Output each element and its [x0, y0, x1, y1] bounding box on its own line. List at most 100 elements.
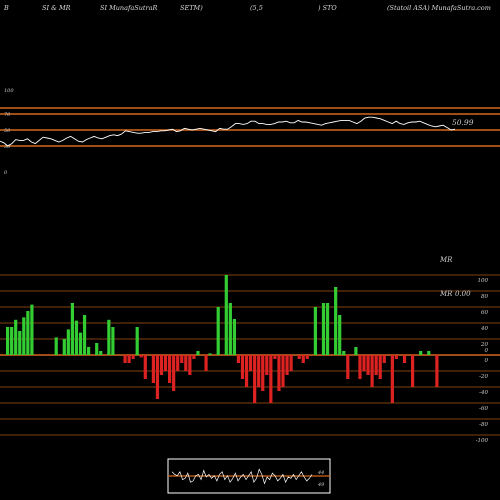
- mr-bar-negative: [180, 355, 184, 363]
- mr-bar-positive: [10, 327, 14, 355]
- mr-bar-negative: [244, 355, 249, 387]
- mini-y-tick-label: 44: [317, 470, 324, 476]
- mr-bar-positive: [14, 319, 18, 355]
- rsi-series-line: [0, 116, 456, 147]
- mr-bar-positive: [342, 351, 346, 355]
- mr-bar-positive: [224, 275, 228, 355]
- mr-bar-positive: [313, 307, 317, 355]
- mr-bar-negative: [163, 355, 168, 371]
- mr-bar-positive: [334, 287, 338, 355]
- mr-y-tick-label: -100: [476, 438, 489, 444]
- mr-bar-negative: [285, 355, 289, 375]
- mr-bar-positive: [54, 337, 58, 355]
- mr-bar-negative: [394, 355, 398, 359]
- mr-bar-negative: [249, 355, 253, 371]
- mr-y-tick-label: -60: [479, 406, 488, 412]
- mr-bar-negative: [362, 355, 366, 371]
- mr-bar-negative: [358, 355, 362, 379]
- mr-bar-positive: [107, 319, 111, 355]
- mr-bar-negative: [301, 355, 305, 363]
- mr-bar-positive: [82, 315, 87, 355]
- mr-bar-negative: [374, 355, 378, 375]
- rsi-y-tick-label: 50: [4, 128, 11, 134]
- mr-title: MR: [439, 256, 453, 264]
- header-b: B: [4, 4, 9, 12]
- mr-bar-negative: [159, 355, 164, 375]
- mr-bar-positive: [18, 331, 22, 355]
- header-site: SI MunafaSutraR: [100, 4, 158, 12]
- mr-bar-negative: [236, 355, 241, 363]
- mr-bar-negative: [155, 355, 160, 399]
- mr-bar-positive: [6, 327, 10, 355]
- mr-bar-negative: [281, 355, 285, 387]
- mr-side-label: MR: [439, 290, 453, 298]
- mr-bar-negative: [289, 355, 293, 371]
- mr-bar-negative: [172, 355, 176, 391]
- mini-series-line: [171, 468, 313, 485]
- mr-bar-negative: [390, 355, 394, 403]
- mr-bar-negative: [143, 355, 147, 379]
- mr-bar-positive: [232, 319, 236, 355]
- mini-y-tick-label: 49: [317, 482, 325, 488]
- mr-bar-negative: [204, 355, 208, 371]
- mr-y-tick-label: -20: [479, 374, 488, 380]
- mr-bar-negative: [253, 355, 257, 403]
- mr-y-tick-label: -40: [479, 390, 488, 396]
- rsi-y-tick-label: 100: [4, 88, 14, 94]
- mr-bar-positive: [338, 315, 342, 355]
- mr-bar-negative: [411, 355, 415, 387]
- rsi-y-tick-label: 0: [4, 170, 8, 176]
- mr-y-tick-label: 0: [485, 348, 489, 354]
- mr-bar-positive: [354, 347, 358, 355]
- mr-bar-negative: [240, 355, 245, 379]
- mr-bar-positive: [135, 327, 139, 355]
- mr-y-tick-label: 60: [481, 310, 488, 316]
- mr-bar-positive: [111, 327, 115, 355]
- mr-bar-positive: [22, 317, 26, 355]
- mr-last-value-label: 0.00: [455, 290, 471, 298]
- header-symbol: ) STO: [318, 4, 337, 12]
- mr-bar-negative: [269, 355, 273, 403]
- mr-bar-negative: [127, 355, 131, 363]
- mr-bar-negative: [176, 355, 180, 371]
- mr-bar-positive: [62, 339, 66, 355]
- mr-y-tick-label: -80: [479, 422, 488, 428]
- rsi-last-value-label: 50.99: [452, 118, 474, 127]
- mr-bar-positive: [70, 303, 74, 355]
- mr-bar-positive: [419, 351, 423, 355]
- mr-bar-positive: [216, 307, 220, 355]
- mr-y-tick-label: 40: [480, 326, 488, 332]
- mr-bar-negative: [261, 355, 265, 391]
- mr-bar-negative: [265, 355, 269, 375]
- mr-y-tick-label: 100: [478, 278, 489, 284]
- mr-bar-positive: [196, 351, 200, 355]
- header-param: (5,5: [250, 4, 263, 12]
- mr-bar-negative: [382, 355, 386, 363]
- mr-bar-negative: [435, 355, 439, 387]
- mr-bar-negative: [402, 355, 407, 363]
- mr-bar-negative: [277, 355, 281, 391]
- mr-bar-positive: [208, 353, 212, 355]
- header-setm: SETM): [180, 4, 203, 12]
- mr-bar-positive: [228, 303, 232, 355]
- mr-bar-negative: [188, 355, 192, 375]
- rsi-y-tick-label: 70: [4, 112, 11, 118]
- mr-y-tick-label: 20: [480, 342, 488, 348]
- mr-bar-negative: [168, 355, 172, 383]
- mr-bar-negative: [151, 355, 155, 383]
- mr-bar-negative: [131, 355, 135, 359]
- mr-bar-negative: [139, 355, 143, 358]
- mr-bar-positive: [95, 343, 99, 355]
- mr-bar-positive: [78, 332, 83, 355]
- mr-bar-positive: [325, 303, 330, 355]
- mr-bar-positive: [321, 303, 326, 355]
- mr-bar-negative: [257, 355, 261, 387]
- mr-bar-negative: [370, 355, 374, 387]
- mr-bar-positive: [87, 347, 91, 355]
- mr-bar-negative: [366, 355, 370, 375]
- mr-bar-negative: [273, 355, 277, 359]
- mr-bar-positive: [30, 304, 34, 355]
- mr-bar-negative: [378, 355, 382, 379]
